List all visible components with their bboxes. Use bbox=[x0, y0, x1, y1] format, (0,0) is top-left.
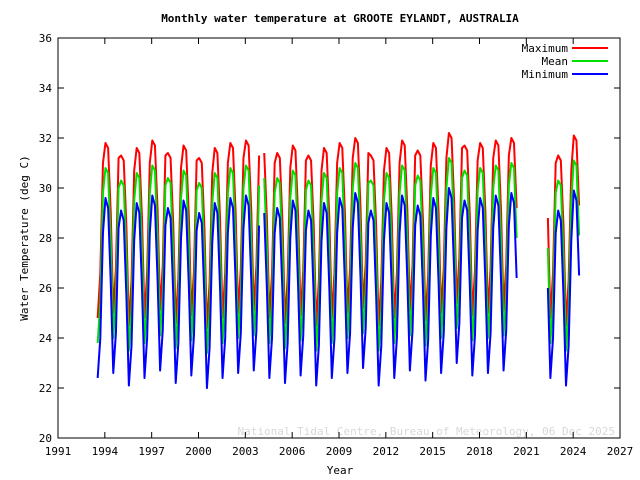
y-tick-label: 22 bbox=[39, 382, 52, 395]
series-line bbox=[96, 187, 581, 389]
x-tick-label: 2000 bbox=[185, 445, 212, 458]
x-tick-label: 2006 bbox=[279, 445, 306, 458]
x-tick-label: 1997 bbox=[138, 445, 165, 458]
y-tick-label: 34 bbox=[39, 82, 53, 95]
y-tick-label: 20 bbox=[39, 432, 52, 445]
legend-label: Minimum bbox=[522, 68, 569, 81]
x-tick-label: 1994 bbox=[92, 445, 119, 458]
x-tick-label: 2003 bbox=[232, 445, 259, 458]
y-tick-label: 26 bbox=[39, 282, 52, 295]
x-axis-label: Year bbox=[327, 464, 354, 477]
y-tick-label: 30 bbox=[39, 182, 52, 195]
legend-label: Mean bbox=[542, 55, 569, 68]
x-tick-label: 2012 bbox=[373, 445, 400, 458]
y-tick-label: 36 bbox=[39, 32, 52, 45]
x-tick-label: 1991 bbox=[45, 445, 72, 458]
x-tick-label: 2018 bbox=[466, 445, 493, 458]
x-tick-label: 2027 bbox=[607, 445, 634, 458]
y-tick-label: 24 bbox=[39, 332, 53, 345]
y-tick-label: 32 bbox=[39, 132, 52, 145]
source-note: National Tidal Centre, Bureau of Meteoro… bbox=[238, 425, 616, 438]
x-tick-label: 2015 bbox=[419, 445, 446, 458]
x-tick-label: 2024 bbox=[560, 445, 587, 458]
x-tick-label: 2009 bbox=[326, 445, 353, 458]
legend-label: Maximum bbox=[522, 42, 569, 55]
chart-title: Monthly water temperature at GROOTE EYLA… bbox=[161, 12, 519, 25]
x-tick-label: 2021 bbox=[513, 445, 540, 458]
y-axis-label: Water Temperature (deg C) bbox=[18, 155, 31, 321]
y-tick-label: 28 bbox=[39, 232, 52, 245]
